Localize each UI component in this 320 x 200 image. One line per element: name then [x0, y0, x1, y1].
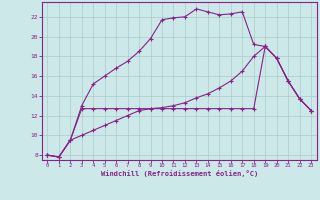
X-axis label: Windchill (Refroidissement éolien,°C): Windchill (Refroidissement éolien,°C)	[100, 170, 258, 177]
